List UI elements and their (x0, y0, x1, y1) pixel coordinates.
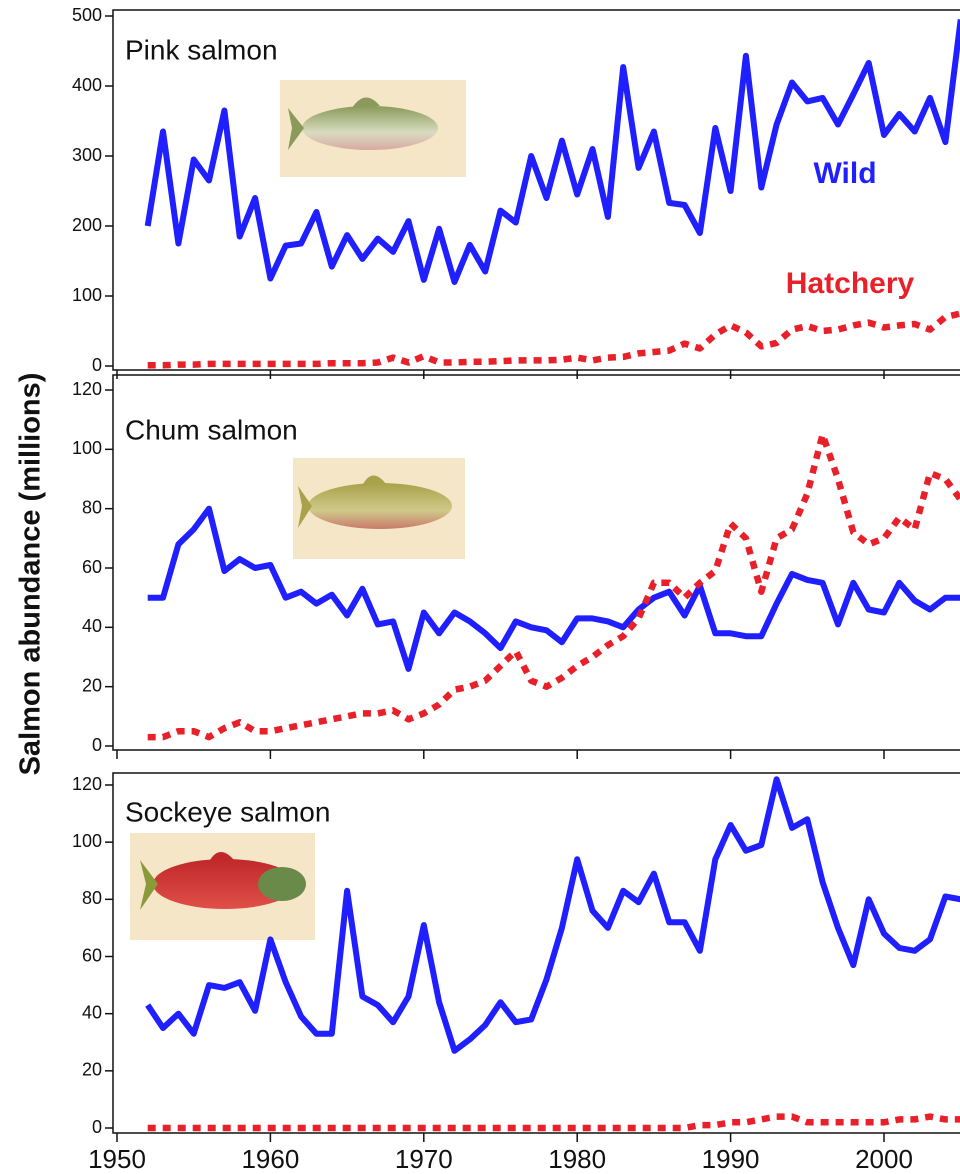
panel-title: Pink salmon (125, 34, 278, 65)
y-tick-label: 300 (72, 145, 102, 165)
y-tick-label: 500 (72, 5, 102, 25)
x-tick-label: 1970 (395, 1144, 453, 1174)
y-tick-label: 0 (92, 355, 102, 375)
y-tick-label: 60 (82, 557, 102, 577)
wild-line (147, 505, 960, 672)
panel-title: Sockeye salmon (125, 796, 330, 827)
y-tick-label: 60 (82, 945, 102, 965)
plot-frame (112, 9, 960, 371)
y-tick-label: 80 (82, 888, 102, 908)
hatchery-line (147, 310, 960, 369)
y-tick-label: 100 (72, 831, 102, 851)
y-tick-label: 100 (72, 438, 102, 458)
series-label: Wild (813, 157, 876, 190)
y-axis-label: Salmon abundance (millions) (15, 373, 47, 776)
wild-line (144, 19, 960, 285)
y-tick-label: 120 (72, 379, 102, 399)
y-tick-label: 80 (82, 497, 102, 517)
hatchery-line (147, 431, 960, 741)
x-tick-label: 1980 (548, 1144, 606, 1174)
hatchery-line (147, 1113, 960, 1132)
panel-title: Chum salmon (125, 414, 298, 445)
y-tick-label: 120 (72, 774, 102, 794)
fish-illustration (130, 80, 466, 940)
plot-frame (112, 374, 960, 751)
series-group (144, 19, 960, 369)
y-tick-label: 40 (82, 616, 102, 636)
x-tick-label: 2000 (855, 1144, 913, 1174)
y-tick-label: 0 (92, 735, 102, 755)
series-label: Hatchery (786, 267, 915, 300)
y-tick-label: 200 (72, 215, 102, 235)
y-tick-label: 100 (72, 285, 102, 305)
y-tick-label: 400 (72, 75, 102, 95)
y-tick-label: 40 (82, 1002, 102, 1022)
wild-line (145, 776, 960, 1054)
series-group (147, 431, 960, 741)
y-tick-label: 0 (92, 1117, 102, 1137)
y-tick-label: 20 (82, 1060, 102, 1080)
x-tick-label: 1950 (88, 1144, 146, 1174)
series-group (145, 776, 960, 1132)
x-tick-label: 1960 (241, 1144, 299, 1174)
plot-frame (112, 772, 960, 1134)
y-tick-label: 20 (82, 675, 102, 695)
x-tick-label: 1990 (702, 1144, 760, 1174)
